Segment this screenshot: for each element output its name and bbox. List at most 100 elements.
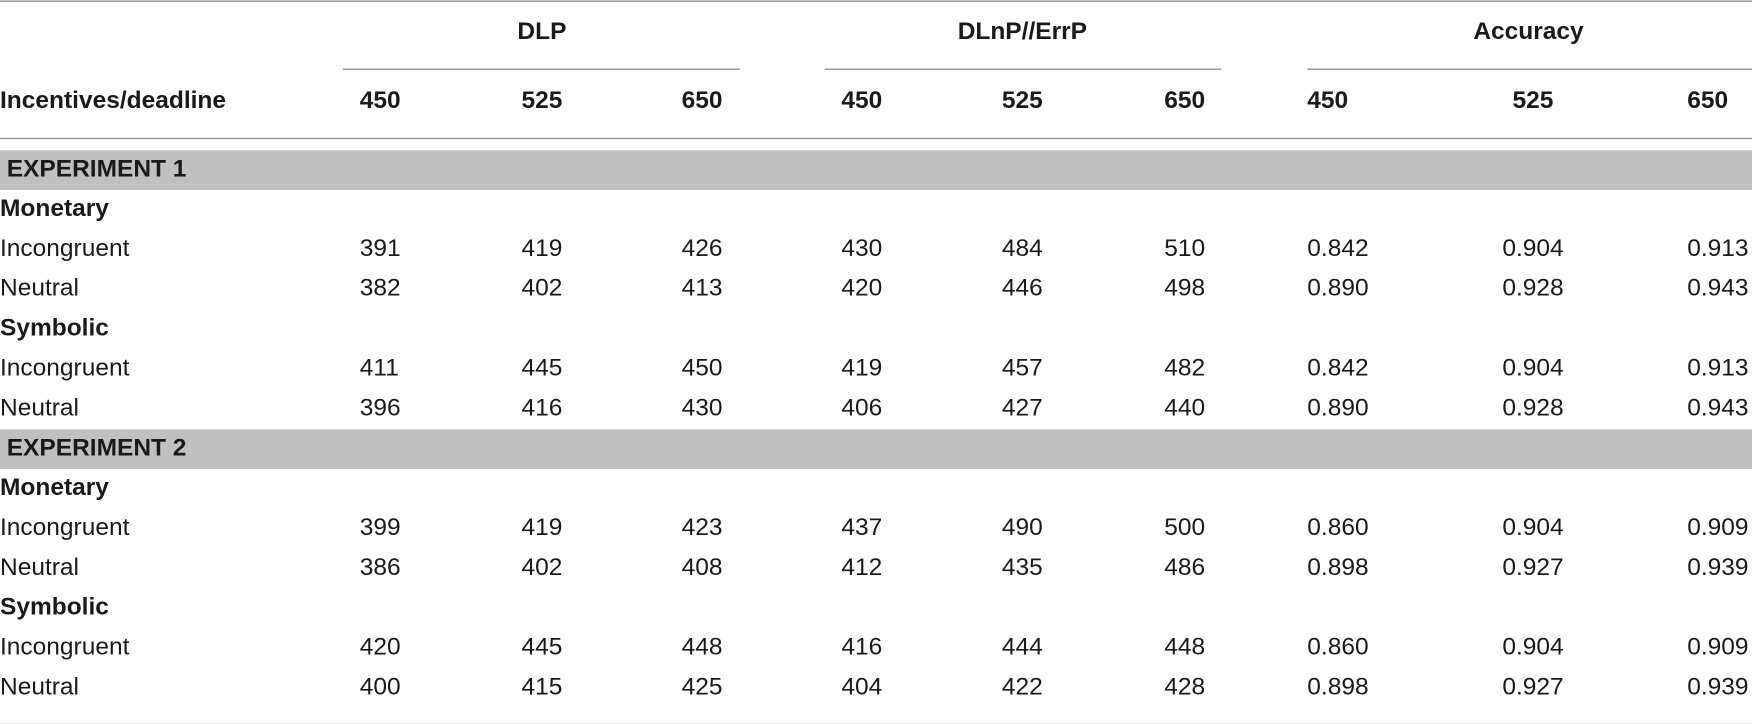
cell: 0.909: [1687, 514, 1748, 541]
cell: 427: [1002, 394, 1043, 421]
cell: 419: [841, 355, 882, 382]
cell: 448: [682, 634, 723, 661]
cell: 0.928: [1502, 394, 1563, 421]
cell: 440: [1164, 394, 1205, 421]
cell: 420: [841, 275, 882, 302]
cell: 0.860: [1307, 514, 1368, 541]
column-header: 650: [682, 87, 723, 114]
cell: 423: [682, 514, 723, 541]
group-title: Monetary: [0, 195, 109, 222]
cell: 0.909: [1687, 634, 1748, 661]
cell: 498: [1164, 275, 1205, 302]
cell: 484: [1002, 235, 1043, 262]
cell: 430: [841, 235, 882, 262]
cell: 0.904: [1502, 355, 1563, 382]
cell: 416: [521, 394, 562, 421]
cell: 0.898: [1307, 673, 1368, 700]
cell: 486: [1164, 554, 1205, 581]
cell: 448: [1164, 634, 1205, 661]
cell: 0.842: [1307, 355, 1368, 382]
cell: 411: [360, 355, 399, 382]
cell: 406: [841, 394, 882, 421]
group-title: Symbolic: [0, 594, 109, 621]
cell: 446: [1002, 275, 1043, 302]
cell: 450: [682, 355, 723, 382]
cell: 500: [1164, 514, 1205, 541]
cell: 382: [360, 275, 401, 302]
row-label: Neutral: [0, 394, 79, 421]
cell: 0.842: [1307, 235, 1368, 262]
cell: 445: [521, 355, 562, 382]
cell: 0.860: [1307, 634, 1368, 661]
group-title: Monetary: [0, 474, 109, 501]
cell: 0.904: [1502, 235, 1563, 262]
group-header: Accuracy: [1473, 18, 1584, 45]
row-label: Incongruent: [0, 514, 130, 541]
cell: 0.943: [1687, 394, 1748, 421]
group-header: DLP: [517, 18, 566, 45]
cell: 0.927: [1502, 673, 1563, 700]
cell: 412: [841, 554, 882, 581]
column-header: 650: [1687, 87, 1728, 114]
cell: 426: [682, 235, 723, 262]
cell: 445: [521, 634, 562, 661]
row-label: Neutral: [0, 275, 79, 302]
cell: 400: [360, 673, 401, 700]
column-header: 525: [1002, 87, 1043, 114]
cell: 0.928: [1502, 275, 1563, 302]
section-band: [0, 150, 1752, 190]
cell: 419: [521, 514, 562, 541]
cell: 482: [1164, 355, 1205, 382]
row-label: Neutral: [0, 554, 79, 581]
cell: 0.890: [1307, 275, 1368, 302]
row-label: Incongruent: [0, 235, 130, 262]
row-header: Incentives/deadline: [0, 87, 226, 114]
group-title: Symbolic: [0, 315, 109, 342]
cell: 437: [841, 514, 882, 541]
cell: 408: [682, 554, 723, 581]
cell: 0.904: [1502, 514, 1563, 541]
group-header: DLnP//ErrP: [958, 18, 1087, 45]
column-header: 450: [1307, 87, 1348, 114]
cell: 402: [521, 554, 562, 581]
section-band: [0, 429, 1752, 469]
cell: 416: [841, 634, 882, 661]
cell: 420: [360, 634, 401, 661]
column-header: 450: [841, 87, 882, 114]
cell: 399: [360, 514, 401, 541]
cell: 413: [682, 275, 723, 302]
cell: 425: [682, 673, 723, 700]
cell: 404: [841, 673, 882, 700]
cell: 0.904: [1502, 634, 1563, 661]
cell: 0.939: [1687, 673, 1748, 700]
cell: 0.927: [1502, 554, 1563, 581]
cell: 419: [521, 235, 562, 262]
cell: 415: [521, 673, 562, 700]
cell: 0.913: [1687, 235, 1748, 262]
column-header: 525: [521, 87, 562, 114]
row-label: Incongruent: [0, 634, 130, 661]
cell: 444: [1002, 634, 1043, 661]
cell: 396: [360, 394, 401, 421]
cell: 0.939: [1687, 554, 1748, 581]
cell: 0.890: [1307, 394, 1368, 421]
cell: 386: [360, 554, 401, 581]
section-title: EXPERIMENT 1: [7, 155, 187, 182]
column-header: 650: [1164, 87, 1205, 114]
cell: 430: [682, 394, 723, 421]
cell: 0.913: [1687, 355, 1748, 382]
cell: 490: [1002, 514, 1043, 541]
cell: 428: [1164, 673, 1205, 700]
row-label: Neutral: [0, 673, 79, 700]
cell: 422: [1002, 673, 1043, 700]
cell: 435: [1002, 554, 1043, 581]
column-header: 525: [1513, 87, 1554, 114]
cell: 510: [1164, 235, 1205, 262]
cell: 391: [360, 235, 401, 262]
cell: 402: [521, 275, 562, 302]
row-label: Incongruent: [0, 355, 130, 382]
cell: 457: [1002, 355, 1043, 382]
cell: 0.943: [1687, 275, 1748, 302]
section-title: EXPERIMENT 2: [7, 434, 187, 461]
